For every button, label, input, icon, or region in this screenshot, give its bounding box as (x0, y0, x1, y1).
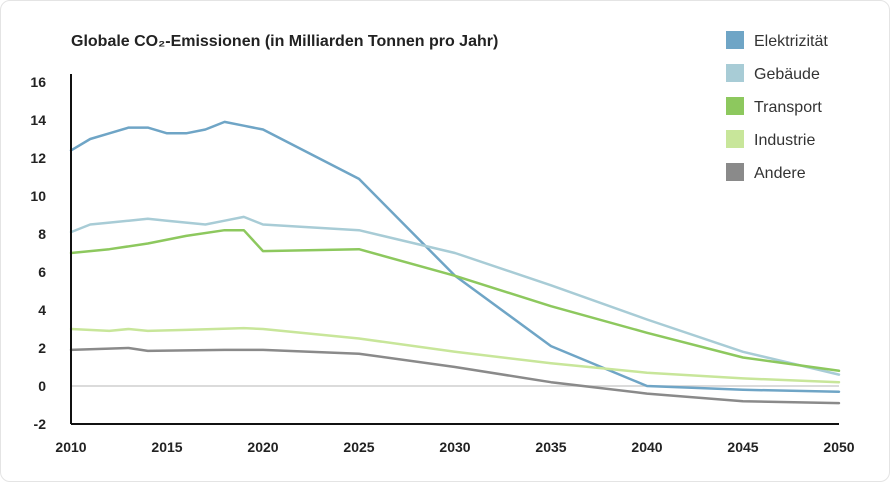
y-tick-label: 2 (38, 340, 46, 356)
y-tick-label: -2 (34, 416, 47, 432)
x-tick-label: 2050 (823, 439, 854, 455)
y-tick-label: 4 (38, 302, 46, 318)
x-tick-label: 2030 (439, 439, 470, 455)
chart-title: Globale CO₂-Emissionen (in Milliarden To… (71, 33, 498, 50)
x-tick-label: 2015 (151, 439, 182, 455)
legend-swatch-2 (726, 64, 744, 82)
legend-swatch-5 (726, 163, 744, 181)
legend-label-1: Elektrizität (754, 33, 828, 50)
x-tick-label: 2040 (631, 439, 662, 455)
series-line-2 (69, 215, 841, 376)
y-tick-label: 12 (30, 150, 46, 166)
legend-label-4: Industrie (754, 132, 815, 149)
legend-swatch-3 (726, 97, 744, 115)
series-line-5 (69, 346, 841, 405)
y-tick-label: 0 (38, 378, 46, 394)
x-tick-label: 2045 (727, 439, 758, 455)
x-tick-label: 2035 (535, 439, 566, 455)
y-tick-label: 10 (30, 188, 46, 204)
x-tick-label: 2010 (55, 439, 86, 455)
y-tick-label: 8 (38, 226, 46, 242)
y-tick-label: 14 (30, 112, 46, 128)
legend-label-2: Gebäude (754, 66, 820, 83)
y-tick-label: 6 (38, 264, 46, 280)
x-tick-label: 2025 (343, 439, 374, 455)
legend-label-3: Transport (754, 99, 822, 116)
y-tick-label: 16 (30, 74, 46, 90)
x-tick-label: 2020 (247, 439, 278, 455)
series-line-3 (69, 228, 841, 373)
legend-label-5: Andere (754, 165, 806, 182)
series-line-4 (69, 326, 841, 384)
legend-swatch-4 (726, 130, 744, 148)
legend-swatch-1 (726, 31, 744, 49)
series-line-1 (69, 120, 841, 393)
